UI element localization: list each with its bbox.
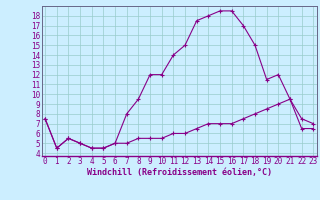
X-axis label: Windchill (Refroidissement éolien,°C): Windchill (Refroidissement éolien,°C) bbox=[87, 168, 272, 177]
